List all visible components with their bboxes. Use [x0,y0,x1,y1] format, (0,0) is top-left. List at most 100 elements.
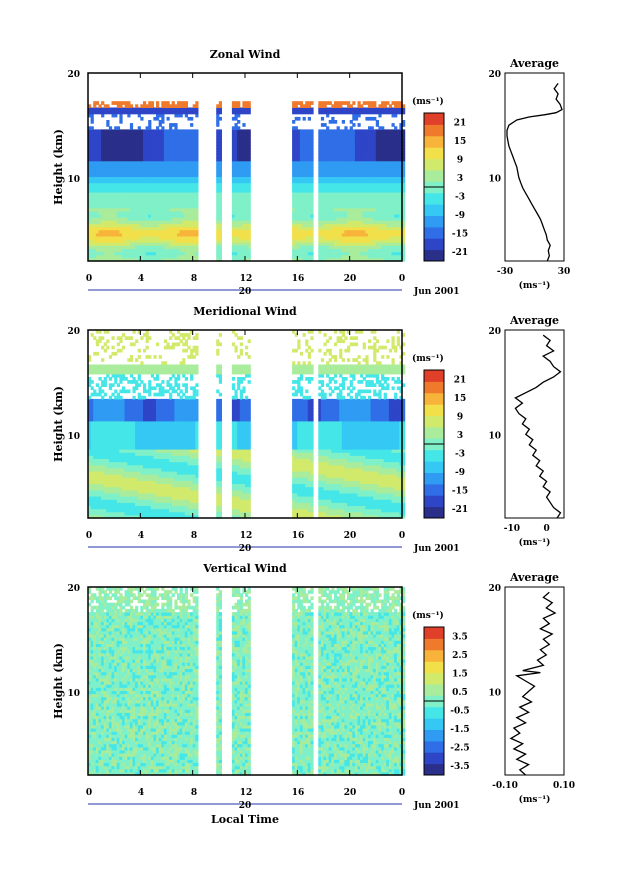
colorbar-tick-label: -21 [452,248,468,258]
heatmap-cell [216,232,220,237]
heatmap-cell [143,210,147,215]
heatmap-cell [103,132,107,137]
heatmap-cell [216,226,220,231]
heatmap-cell [135,160,139,165]
heatmap-cell [140,129,144,134]
heatmap-cell [187,154,191,159]
heatmap-cell [171,220,175,224]
heatmap-cell [216,116,220,121]
heatmap-cell [150,201,154,206]
heatmap-cell [171,195,175,199]
heatmap-cell [127,226,131,231]
heatmap-cell [119,173,123,177]
heatmap-cell [116,198,120,202]
heatmap-cell [171,235,175,240]
heatmap-cell [177,232,181,237]
heatmap-cell [88,104,92,108]
heatmap-cell [150,226,154,231]
heatmap-cell [137,135,141,140]
heatmap-cell [98,204,102,209]
heatmap-cell [150,129,154,134]
heatmap-cell [182,176,186,181]
heatmap-cell [166,101,170,105]
heatmap-cell [161,188,165,193]
heatmap-cell [150,229,154,234]
heatmap-cell [145,179,149,184]
heatmap-cell [174,245,178,249]
heatmap-cell [171,182,175,187]
heatmap-cell [156,201,160,206]
heatmap-cell [158,129,162,134]
heatmap-cell [179,248,183,253]
heatmap-cell [153,179,157,184]
heatmap-cell [148,182,152,187]
heatmap-cell [166,148,170,152]
heatmap-cell [153,248,157,253]
heatmap-cell [103,148,107,152]
heatmap-cell [192,210,196,215]
heatmap-cell [166,145,170,149]
heatmap-cell [169,201,173,206]
heatmap-cell [106,132,110,137]
heatmap-cell [158,217,162,221]
heatmap-cell [174,176,178,181]
heatmap-cell [237,101,241,105]
heatmap-cell [310,182,314,187]
heatmap-cell [90,157,94,162]
heatmap-cell [148,245,152,249]
heatmap-cell [156,163,160,168]
heatmap-cell [158,220,162,224]
heatmap-cell [124,154,128,159]
heatmap-cell [150,220,154,224]
heatmap-cell [127,232,131,237]
heatmap-cell [106,214,110,218]
heatmap-cell [156,185,160,190]
heatmap-cell [171,239,175,243]
heatmap-cell [143,223,147,228]
heatmap-cell [119,204,123,209]
heatmap-cell [158,160,162,165]
heatmap-cell [101,179,105,184]
heatmap-cell [161,185,165,190]
heatmap-cell [129,126,134,130]
heatmap-cell [218,107,222,112]
heatmap-cell [108,242,113,246]
heatmap-cell [135,104,139,108]
heatmap-cell [169,182,173,187]
heatmap-cell [195,210,199,215]
heatmap-cell [132,239,136,243]
heatmap-cell [95,101,99,105]
heatmap-cell [106,235,110,240]
heatmap-cell [98,145,102,149]
heatmap-cell [90,223,94,228]
heatmap-cell [88,235,92,240]
heatmap-cell [145,251,149,256]
heatmap-cell [88,110,92,115]
heatmap-cell [140,201,144,206]
heatmap-cell [140,135,144,140]
heatmap-cell [145,157,149,162]
heatmap-cell [218,226,222,231]
heatmap-cell [127,135,131,140]
heatmap-cell [148,167,152,171]
heatmap-cell [187,145,191,149]
heatmap-cell [103,151,107,155]
heatmap-cell [190,151,194,155]
heatmap-cell [111,163,115,168]
heatmap-cell [88,226,92,231]
heatmap-cell [132,170,136,174]
heatmap-cell [153,251,157,256]
heatmap-cell [153,151,157,155]
heatmap-cell [90,113,94,118]
heatmap-cell [182,217,186,221]
heatmap-cell [218,185,222,190]
heatmap-cell [156,254,160,259]
heatmap-cell [122,223,126,228]
heatmap-cell [101,358,105,362]
heatmap-cell [218,245,222,249]
heatmap-cell [111,192,115,196]
heatmap-cell [127,229,131,234]
heatmap-cell [90,229,94,234]
heatmap-cell [127,154,131,159]
heatmap-cell [195,257,199,262]
